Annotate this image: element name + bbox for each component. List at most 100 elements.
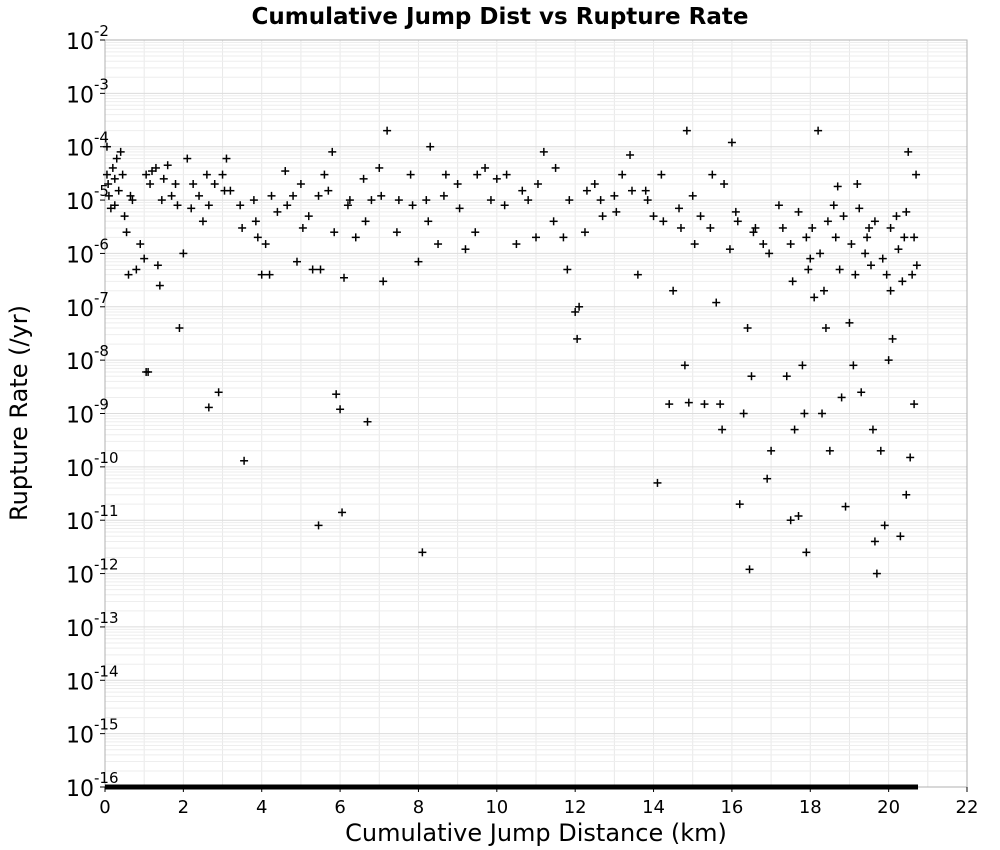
data-point: [765, 249, 774, 258]
data-point: [700, 400, 709, 409]
data-point: [565, 196, 574, 205]
data-point: [888, 334, 897, 343]
data-point: [124, 270, 133, 279]
data-point: [814, 126, 823, 135]
data-point: [122, 228, 131, 237]
data-point: [136, 240, 145, 249]
data-point: [900, 233, 909, 242]
data-point: [720, 180, 729, 189]
data-point: [763, 474, 772, 483]
data-point: [110, 201, 119, 210]
x-tick-label: 4: [256, 797, 267, 818]
data-point: [267, 191, 276, 200]
data-point: [518, 186, 527, 195]
data-point: [880, 521, 889, 530]
data-point: [806, 254, 815, 263]
data-point: [336, 405, 345, 414]
data-point: [426, 142, 435, 151]
data-point: [102, 170, 111, 179]
data-point: [461, 245, 470, 254]
data-point: [340, 273, 349, 282]
data-point: [816, 249, 825, 258]
data-point: [500, 201, 509, 210]
data-point: [808, 223, 817, 232]
data-point: [573, 334, 582, 343]
data-point: [731, 207, 740, 216]
data-point: [739, 409, 748, 418]
data-point: [802, 233, 811, 242]
data-point: [833, 182, 842, 191]
data-point: [406, 170, 415, 179]
data-point: [289, 191, 298, 200]
data-point: [104, 191, 113, 200]
data-point: [910, 400, 919, 409]
data-point: [837, 393, 846, 402]
data-point: [751, 223, 760, 232]
y-tick-label: 10-11: [66, 502, 119, 535]
data-point: [706, 223, 715, 232]
data-point: [222, 154, 231, 163]
data-point: [745, 565, 754, 574]
data-point: [590, 180, 599, 189]
data-point: [835, 265, 844, 274]
data-point: [434, 240, 443, 249]
x-axis-label: Cumulative Jump Distance (km): [345, 819, 727, 847]
data-point: [821, 324, 830, 333]
data-point: [641, 186, 650, 195]
y-tick-label: 10-14: [66, 662, 119, 695]
data-point: [684, 398, 693, 407]
data-point: [598, 212, 607, 221]
y-tick-label: 10-2: [66, 22, 109, 55]
data-point: [112, 154, 121, 163]
data-point: [627, 186, 636, 195]
y-axis-label: Rupture Rate (/yr): [5, 305, 33, 521]
data-point: [383, 126, 392, 135]
data-point: [198, 217, 207, 226]
data-point: [857, 388, 866, 397]
data-point: [214, 388, 223, 397]
data-point: [328, 147, 337, 156]
data-point: [163, 161, 172, 170]
data-point: [882, 270, 891, 279]
chart-title: Cumulative Jump Dist vs Rupture Rate: [252, 4, 749, 30]
data-point: [865, 223, 874, 232]
data-point: [140, 254, 149, 263]
data-point: [195, 191, 204, 200]
data-point: [316, 265, 325, 274]
y-tick-label: 10-10: [66, 449, 119, 482]
data-point: [298, 223, 307, 232]
data-point: [800, 409, 809, 418]
data-point: [906, 453, 915, 462]
data-point: [132, 265, 141, 274]
data-point: [712, 298, 721, 307]
data-point: [912, 261, 921, 270]
data-point: [281, 167, 290, 176]
data-point: [314, 191, 323, 200]
data-point: [790, 425, 799, 434]
data-point: [849, 361, 858, 370]
data-point: [261, 240, 270, 249]
data-point: [798, 361, 807, 370]
data-point: [240, 456, 249, 465]
data-point: [512, 240, 521, 249]
data-point: [676, 223, 685, 232]
data-point: [492, 174, 501, 183]
data-point: [902, 490, 911, 499]
data-point: [551, 163, 560, 172]
data-point: [716, 400, 725, 409]
data-point: [682, 126, 691, 135]
data-point: [804, 265, 813, 274]
data-point: [422, 196, 431, 205]
data-point: [273, 207, 282, 216]
data-point: [332, 390, 341, 399]
data-point: [847, 240, 856, 249]
data-point: [351, 233, 360, 242]
data-point: [851, 270, 860, 279]
y-tick-label: 10-3: [66, 75, 109, 108]
data-point: [612, 207, 621, 216]
data-point: [392, 228, 401, 237]
data-point: [363, 417, 372, 426]
data-points: [102, 126, 921, 578]
data-point: [690, 240, 699, 249]
data-point: [884, 356, 893, 365]
